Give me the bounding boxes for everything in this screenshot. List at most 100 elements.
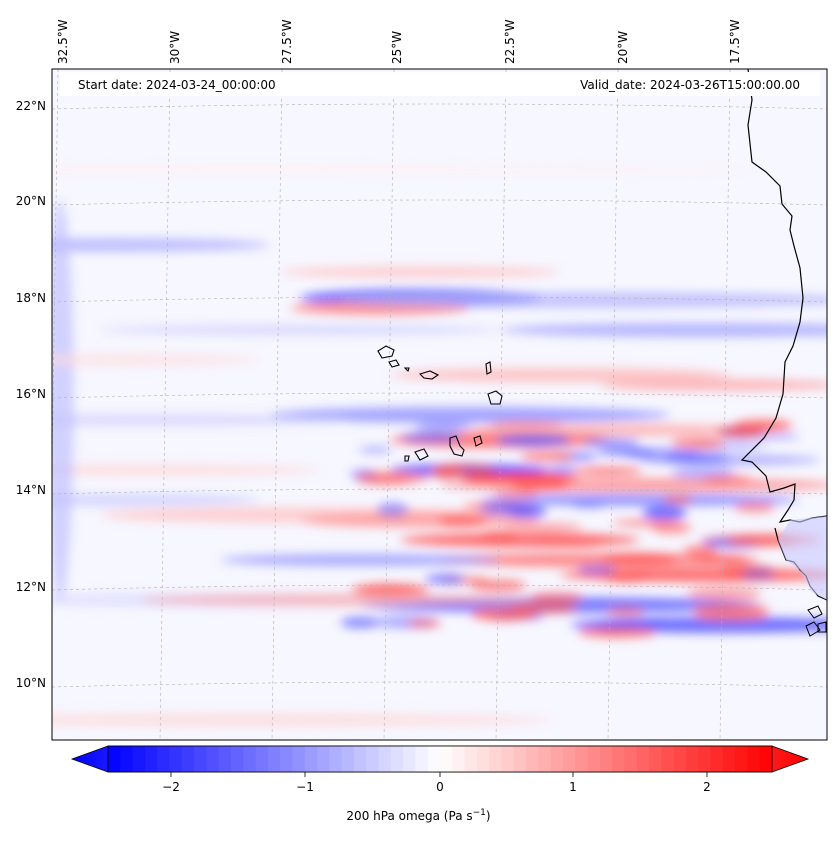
- lat-label: 12°N: [15, 580, 46, 594]
- omega-cell: [600, 379, 827, 391]
- omega-cell: [425, 573, 466, 585]
- colorbar-step: [280, 746, 293, 772]
- omega-cell: [100, 325, 500, 335]
- colorbar-step: [427, 746, 441, 772]
- lon-label: 32.5°W: [56, 19, 70, 64]
- colorbar-step: [440, 746, 453, 772]
- omega-cell: [220, 554, 500, 566]
- parallel-line: [52, 584, 827, 591]
- colorbar-step: [464, 746, 478, 772]
- colorbar-step: [636, 746, 650, 772]
- colorbar-step: [390, 746, 404, 772]
- colorbar-step: [157, 746, 170, 772]
- colorbar-step: [132, 746, 146, 772]
- colorbar-step: [538, 746, 552, 772]
- colorbar-step: [144, 746, 158, 772]
- colorbar-step: [255, 746, 269, 772]
- omega-cell: [52, 464, 320, 476]
- colorbar-step: [698, 746, 712, 772]
- colorbar-step: [341, 746, 355, 772]
- colorbar-tick-label: −1: [296, 780, 314, 794]
- lat-label: 14°N: [15, 483, 46, 497]
- colorbar-step: [526, 746, 539, 772]
- omega-cell: [52, 494, 260, 506]
- omega-cell: [683, 545, 719, 555]
- colorbar-step: [759, 746, 773, 772]
- omega-cell: [340, 616, 380, 629]
- omega-cell: [480, 494, 800, 506]
- omega-cell: [546, 466, 578, 474]
- omega-cell: [52, 354, 260, 366]
- omega-cell: [440, 553, 760, 567]
- colorbar-tick-label: −2: [162, 780, 180, 794]
- omega-cell: [692, 603, 770, 616]
- colorbar-step: [501, 746, 515, 772]
- colorbar-tick-label: 2: [703, 780, 711, 794]
- map-frame: [51, 68, 828, 741]
- omega-cell: [530, 537, 608, 548]
- colorbar-step: [169, 746, 183, 772]
- omega-cell: [663, 495, 693, 504]
- omega-cell: [664, 452, 731, 464]
- omega-cell: [435, 462, 496, 476]
- coastlines: [740, 69, 827, 637]
- lat-label: 18°N: [15, 291, 46, 305]
- graticule: [52, 69, 827, 740]
- colorbar-step: [489, 746, 502, 772]
- colorbar-step: [415, 746, 429, 772]
- parallel-line: [52, 488, 827, 495]
- lat-label: 20°N: [15, 194, 46, 208]
- omega-cell: [52, 713, 550, 727]
- omega-cell: [740, 568, 775, 580]
- omega-cell: [437, 514, 488, 527]
- colorbar-step: [513, 746, 527, 772]
- parallel-line: [52, 296, 827, 303]
- colorbar-step: [550, 746, 564, 772]
- omega-cell: [511, 478, 569, 491]
- meridian-line: [159, 69, 171, 740]
- colorbar-step: [378, 746, 392, 772]
- colorbar-step: [292, 746, 306, 772]
- omega-cell: [400, 431, 463, 443]
- lon-label: 25°W: [390, 30, 404, 64]
- meridian-line: [383, 69, 395, 740]
- colorbar-step: [353, 746, 367, 772]
- colorbar-tick-label: 0: [436, 780, 444, 794]
- omega-cell: [52, 238, 270, 252]
- colorbar-step: [206, 746, 220, 772]
- omega-cell: [504, 522, 584, 532]
- omega-cell: [529, 591, 584, 604]
- omega-cell: [686, 587, 762, 601]
- colorbar-step: [624, 746, 638, 772]
- colorbar-steps: [107, 745, 773, 773]
- colorbar-label: 200 hPa omega (Pa s−1): [346, 808, 491, 823]
- meridian-line: [271, 69, 283, 740]
- colorbar-step: [661, 746, 675, 772]
- omega-cell: [581, 438, 641, 446]
- parallel-line: [52, 199, 827, 206]
- meridian-line: [495, 69, 507, 740]
- lon-label: 22.5°W: [503, 19, 517, 64]
- omega-cell: [52, 414, 350, 426]
- meridian-line: [607, 69, 619, 740]
- colorbar-step: [403, 746, 416, 772]
- parallel-line: [52, 103, 827, 110]
- omega-cell: [280, 266, 560, 278]
- lon-label: 17.5°W: [728, 19, 742, 64]
- omega-cell: [715, 425, 765, 438]
- parallel-line: [52, 392, 827, 399]
- colorbar-tick-label: 1: [569, 780, 577, 794]
- omega-cell: [140, 594, 540, 606]
- omega-cell: [726, 534, 796, 547]
- omega-cell: [734, 501, 776, 513]
- omega-cell: [340, 292, 827, 308]
- omega-cell: [602, 552, 677, 566]
- lon-label: 20°W: [616, 30, 630, 64]
- omega-cell: [578, 626, 657, 639]
- date-banner: Start date: 2024-03-24_00:00:00 Valid_da…: [60, 72, 820, 96]
- valid-date: Valid_date: 2024-03-26T15:00:00.00: [580, 78, 800, 92]
- omega-cell: [651, 521, 692, 535]
- omega-cell: [270, 407, 670, 423]
- cape-verde-islands: [377, 345, 503, 462]
